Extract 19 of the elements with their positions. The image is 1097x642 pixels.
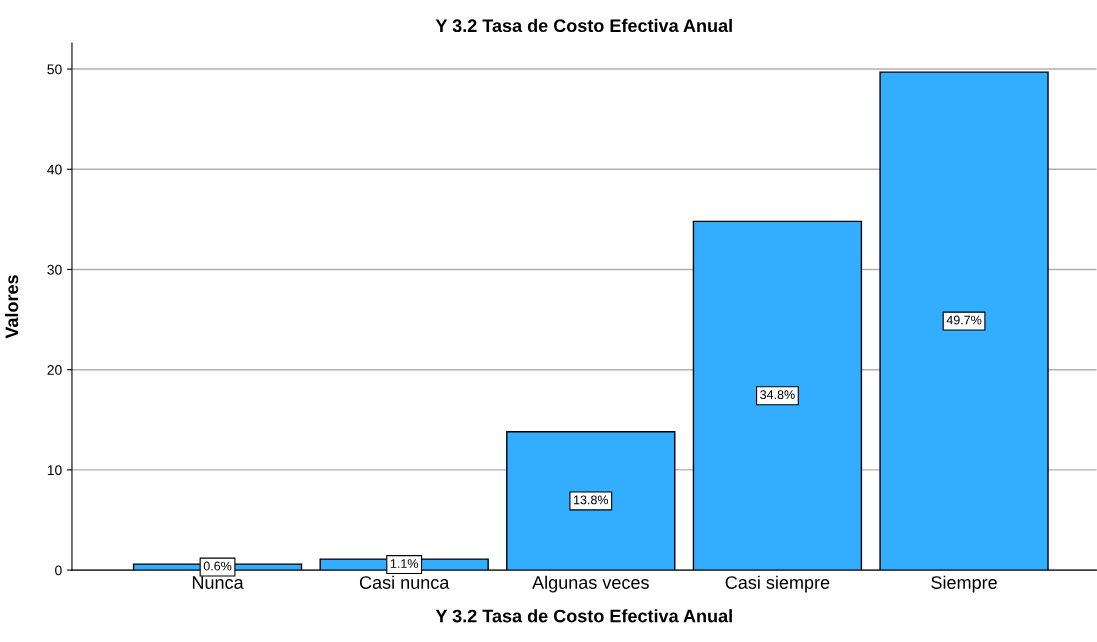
x-tick-label: Nunca: [192, 576, 244, 589]
data-label: 1.1%: [390, 559, 418, 568]
x-tick-label: Algunas veces: [532, 575, 649, 593]
data-label: 0.6%: [203, 561, 232, 571]
y-tick-label: 10: [47, 465, 62, 476]
y-tick-label: 30: [47, 264, 62, 275]
y-axis-title: Valores: [4, 275, 19, 339]
y-tick-label: 20: [47, 365, 62, 375]
x-axis-title: Y 3.2 Tasa de Costo Efectiva Anual: [435, 609, 732, 623]
y-tick-label: 0: [55, 565, 62, 576]
data-label: 13.8%: [574, 495, 609, 505]
x-tick-label: Casi siempre: [725, 575, 830, 593]
y-tick-label: 50: [47, 64, 62, 75]
data-label: 49.7%: [946, 315, 982, 325]
x-tick-label: Casi nunca: [359, 575, 450, 589]
data-label: 34.8%: [760, 390, 795, 400]
chart-title: Y 3.2 Tasa de Costo Efectiva Anual: [435, 18, 732, 33]
y-tick-label: 40: [47, 164, 62, 175]
x-tick-label: Siempre: [931, 575, 997, 593]
